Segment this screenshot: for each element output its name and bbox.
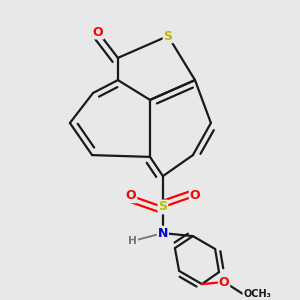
Text: OCH₃: OCH₃ xyxy=(243,289,271,299)
Text: O: O xyxy=(93,26,104,39)
Text: O: O xyxy=(126,189,136,203)
Text: O: O xyxy=(219,275,230,289)
Text: S: S xyxy=(158,200,167,214)
Text: O: O xyxy=(190,189,200,203)
Text: N: N xyxy=(158,226,168,240)
Text: S: S xyxy=(164,29,172,43)
Text: H: H xyxy=(128,236,137,246)
